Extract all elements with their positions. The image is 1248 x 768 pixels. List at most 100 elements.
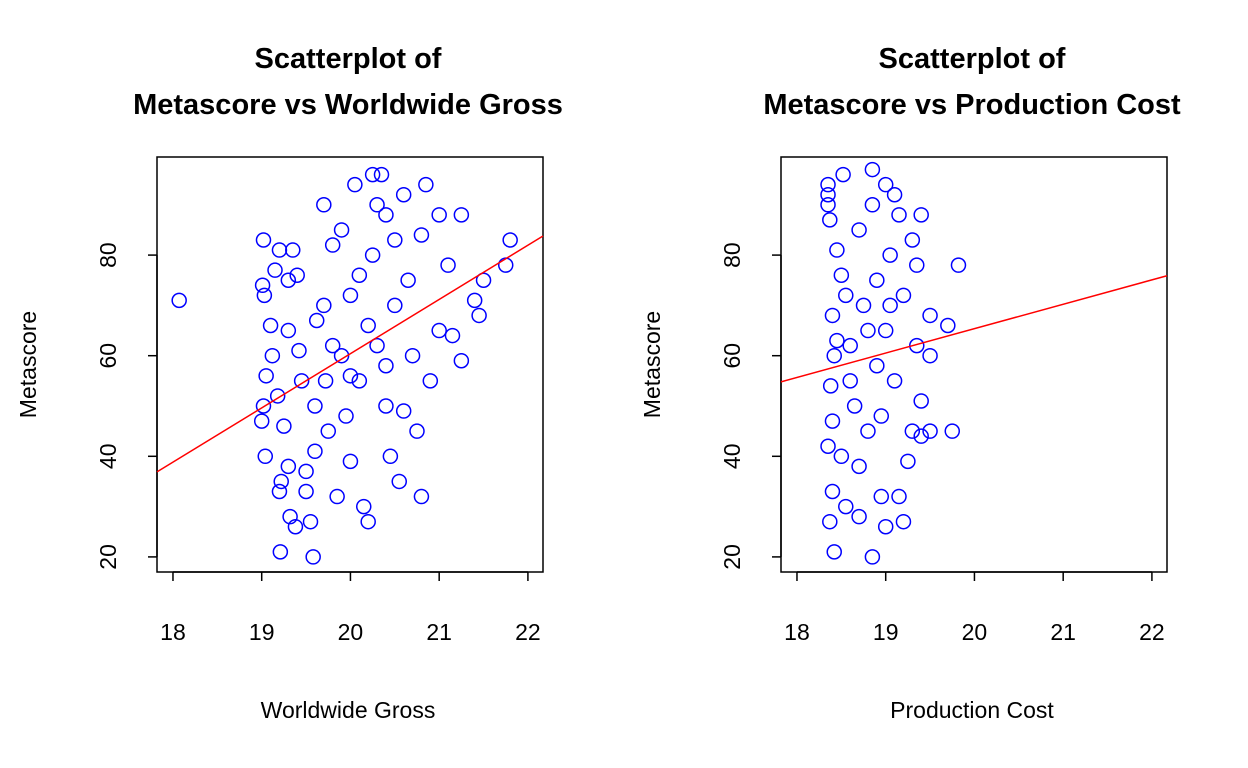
y-axis-label: Metascore — [639, 311, 665, 418]
point — [395, 403, 412, 419]
point — [373, 166, 390, 183]
point — [824, 413, 841, 429]
point — [913, 207, 929, 223]
trend-line — [780, 274, 1168, 383]
point — [502, 232, 518, 248]
chart-title: Metascore vs Worldwide Gross — [133, 89, 563, 121]
point — [254, 277, 271, 294]
point — [255, 398, 272, 414]
point — [269, 388, 286, 404]
point — [838, 498, 854, 515]
point — [475, 272, 492, 288]
point — [497, 257, 514, 273]
point — [838, 287, 854, 304]
point — [909, 257, 925, 273]
point — [391, 473, 407, 490]
point — [378, 398, 394, 414]
x-axis-label: Production Cost — [890, 697, 1054, 723]
point — [264, 347, 281, 364]
scatter-panel: Scatterplot of Metascore vs Production Co… — [639, 43, 1181, 723]
point — [356, 498, 372, 515]
point — [378, 358, 394, 374]
point — [333, 222, 350, 238]
point — [431, 207, 447, 223]
point — [273, 473, 289, 490]
point — [431, 322, 447, 339]
x-tick-label: 19 — [249, 619, 275, 645]
point — [922, 307, 938, 324]
point — [422, 373, 439, 389]
y-tick-label: 40 — [95, 444, 121, 470]
point — [886, 186, 903, 203]
point — [280, 272, 297, 288]
point — [387, 297, 403, 314]
plot-box — [156, 156, 544, 573]
point — [307, 398, 323, 414]
point — [922, 423, 938, 439]
point — [826, 544, 842, 560]
point — [271, 242, 288, 258]
x-tick-label: 21 — [1050, 619, 1076, 645]
point — [891, 207, 907, 223]
point — [289, 267, 305, 283]
point — [822, 378, 839, 394]
point — [940, 317, 956, 334]
point — [846, 398, 863, 414]
point — [257, 448, 274, 465]
point — [833, 267, 850, 283]
point — [369, 197, 385, 213]
point — [869, 358, 885, 374]
point — [900, 453, 916, 470]
point — [824, 307, 841, 324]
point — [877, 322, 894, 339]
point — [851, 458, 867, 475]
point — [944, 423, 961, 439]
point — [271, 483, 288, 500]
point — [820, 176, 836, 193]
point — [280, 458, 297, 475]
point — [453, 352, 470, 369]
point — [824, 483, 841, 500]
point — [320, 423, 337, 439]
point — [329, 488, 345, 505]
y-tick-label: 20 — [719, 544, 745, 570]
point — [864, 197, 881, 213]
point — [891, 488, 907, 505]
point — [338, 408, 354, 424]
point — [873, 488, 890, 505]
point — [829, 332, 845, 349]
point — [360, 317, 376, 334]
point — [351, 373, 368, 389]
point — [820, 197, 836, 213]
point — [276, 418, 292, 434]
point — [255, 232, 272, 248]
point — [882, 247, 898, 263]
point — [413, 227, 430, 243]
point — [324, 237, 341, 253]
point — [342, 287, 359, 304]
x-tick-label: 22 — [515, 619, 541, 645]
point — [904, 423, 921, 439]
point — [285, 242, 301, 258]
point — [258, 368, 274, 384]
point — [860, 322, 876, 339]
y-axis-label: Metascore — [15, 311, 41, 418]
point — [895, 513, 912, 530]
chart-title: Scatterplot of — [255, 43, 442, 75]
y-tick-label: 60 — [95, 343, 121, 369]
y-tick-label: 20 — [95, 544, 121, 570]
point — [364, 247, 381, 263]
chart-title: Metascore vs Production Cost — [763, 89, 1181, 121]
point — [280, 322, 297, 339]
point — [842, 373, 858, 389]
point — [909, 337, 925, 354]
point — [291, 342, 307, 359]
point — [307, 443, 323, 460]
trend-line — [156, 235, 544, 473]
point — [305, 549, 321, 565]
point — [333, 347, 350, 364]
point — [253, 413, 270, 429]
x-tick-label: 19 — [873, 619, 899, 645]
point — [886, 373, 903, 389]
point — [822, 212, 838, 228]
